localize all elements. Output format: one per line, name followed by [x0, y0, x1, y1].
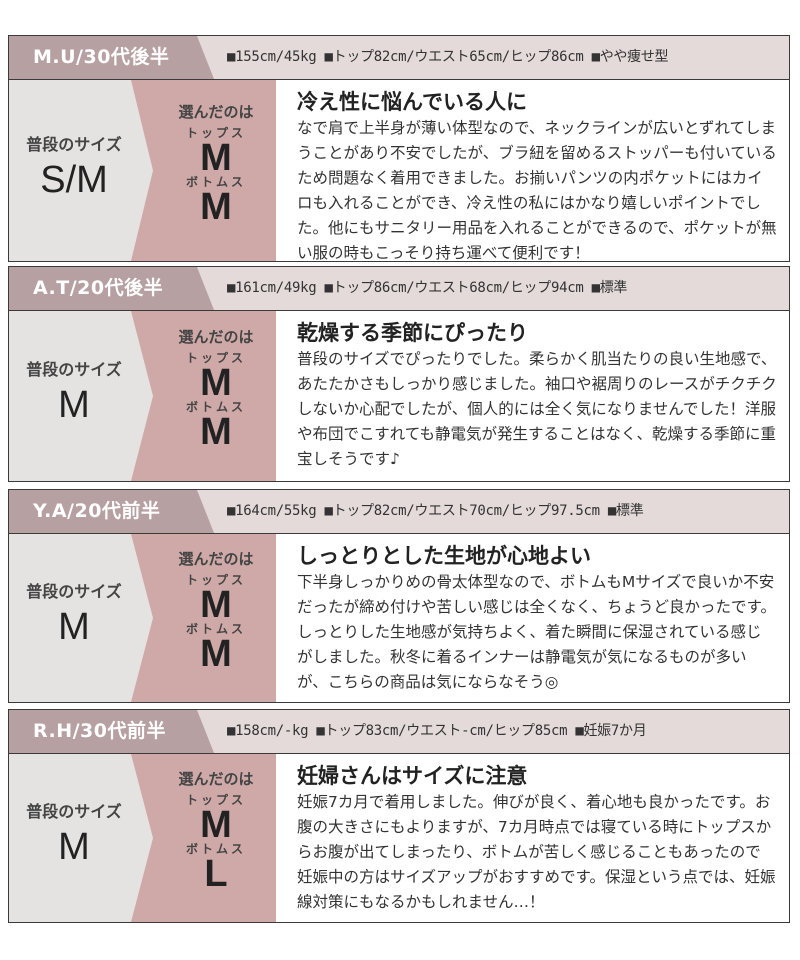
- chosen-label: 選んだのは: [178, 328, 254, 346]
- chosen-size-panel: 選んだのは トップス M ボトムス M: [131, 80, 276, 261]
- review-text: 妊娠7カ月で着用しました。伸びが良く、着心地も良かったです。お腹の大きさにもより…: [297, 793, 776, 911]
- review-body: 普段のサイズ M 選んだのは トップス M ボトムス M しっとりとした生地が心…: [9, 534, 789, 702]
- review-text: なで肩で上半身が薄い体型なので、ネックラインが広いとずれてしまうことがあり不安で…: [297, 119, 777, 262]
- bottoms-size: M: [200, 633, 232, 675]
- usual-size-value: M: [58, 606, 90, 648]
- reviewer-label: M.U/30代後半: [9, 36, 214, 79]
- review-body: 普段のサイズ M 選んだのは トップス M ボトムス M 乾燥する季節にぴったり…: [9, 311, 789, 481]
- review-title: しっとりとした生地が心地よい: [297, 544, 591, 568]
- bottoms-size: M: [200, 411, 232, 453]
- tops-size: M: [200, 362, 232, 404]
- bottoms-size: M: [200, 185, 232, 228]
- reviewer-label: Y.A/20代前半: [9, 490, 214, 533]
- reviewer-measurements: ■161cm/49kg ■トップ86cm/ウエスト68cm/ヒップ94cm ■標…: [227, 280, 628, 296]
- usual-size-label: 普段のサイズ: [26, 582, 122, 601]
- review-text: 普段のサイズでぴったりでした。柔らかく肌当たりの良い生地感で、あたたかさもしっか…: [297, 350, 777, 468]
- reviewer-measurements: ■155cm/45kg ■トップ82cm/ウエスト65cm/ヒップ86cm ■や…: [227, 49, 669, 65]
- chosen-label: 選んだのは: [178, 550, 254, 568]
- tops-size: M: [200, 584, 232, 626]
- review-body: 普段のサイズ S/M 選んだのは トップス M ボトムス M 冷え性に悩んでいる…: [9, 80, 789, 262]
- reviewer-label: R.H/30代前半: [9, 710, 214, 753]
- review-title: 冷え性に悩んでいる人に: [297, 90, 527, 114]
- review-title: 乾燥する季節にぴったり: [297, 321, 528, 345]
- tops-size: M: [200, 804, 232, 846]
- review-header: M.U/30代後半 ■155cm/45kg ■トップ82cm/ウエスト65cm/…: [9, 36, 789, 80]
- bottoms-label: ボトムス: [185, 842, 246, 856]
- review-header: R.H/30代前半 ■158cm/-kg ■トップ83cm/ウエスト-cm/ヒッ…: [9, 710, 789, 754]
- tops-label: トップス: [185, 573, 246, 587]
- usual-size-panel: 普段のサイズ M: [9, 311, 159, 481]
- review-header: A.T/20代後半 ■161cm/49kg ■トップ86cm/ウエスト68cm/…: [9, 267, 789, 311]
- chosen-label: 選んだのは: [178, 770, 254, 788]
- review-card: R.H/30代前半 ■158cm/-kg ■トップ83cm/ウエスト-cm/ヒッ…: [8, 709, 790, 923]
- review-header: Y.A/20代前半 ■164cm/55kg ■トップ82cm/ウエスト70cm/…: [9, 490, 789, 534]
- review-body: 普段のサイズ M 選んだのは トップス M ボトムス L 妊婦さんはサイズに注意…: [9, 754, 789, 922]
- usual-size-panel: 普段のサイズ M: [9, 534, 159, 702]
- usual-size-panel: 普段のサイズ S/M: [9, 80, 159, 261]
- review-card: A.T/20代後半 ■161cm/49kg ■トップ86cm/ウエスト68cm/…: [8, 266, 790, 482]
- usual-size-label: 普段のサイズ: [26, 360, 122, 379]
- chosen-size-panel: 選んだのは トップス M ボトムス M: [131, 311, 276, 481]
- reviewer-measurements: ■158cm/-kg ■トップ83cm/ウエスト-cm/ヒップ85cm ■妊娠7…: [227, 723, 647, 739]
- bottoms-label: ボトムス: [185, 174, 246, 189]
- tops-label: トップス: [185, 125, 246, 140]
- review-text: 下半身しっかりめの骨太体型なので、ボトムもMサイズで良いか不安だったが締め付けや…: [297, 573, 776, 691]
- tops-size: M: [200, 136, 232, 179]
- tops-label: トップス: [185, 793, 246, 807]
- usual-size-value: M: [58, 384, 90, 426]
- usual-size-panel: 普段のサイズ M: [9, 754, 159, 922]
- usual-size-label: 普段のサイズ: [26, 802, 122, 821]
- tops-label: トップス: [185, 351, 246, 365]
- bottoms-label: ボトムス: [185, 400, 246, 414]
- bottoms-size: L: [204, 853, 228, 895]
- chosen-label: 選んだのは: [178, 102, 254, 121]
- usual-size-value: S/M: [40, 158, 108, 201]
- reviewer-label: A.T/20代後半: [9, 267, 214, 310]
- bottoms-label: ボトムス: [185, 622, 246, 636]
- review-card: Y.A/20代前半 ■164cm/55kg ■トップ82cm/ウエスト70cm/…: [8, 489, 790, 703]
- chosen-size-panel: 選んだのは トップス M ボトムス L: [131, 754, 276, 922]
- review-card: M.U/30代後半 ■155cm/45kg ■トップ82cm/ウエスト65cm/…: [8, 35, 790, 262]
- review-title: 妊婦さんはサイズに注意: [297, 764, 528, 788]
- usual-size-value: M: [58, 826, 90, 868]
- chosen-size-panel: 選んだのは トップス M ボトムス M: [131, 534, 276, 702]
- reviewer-measurements: ■164cm/55kg ■トップ82cm/ウエスト70cm/ヒップ97.5cm …: [227, 503, 644, 519]
- usual-size-label: 普段のサイズ: [26, 134, 122, 154]
